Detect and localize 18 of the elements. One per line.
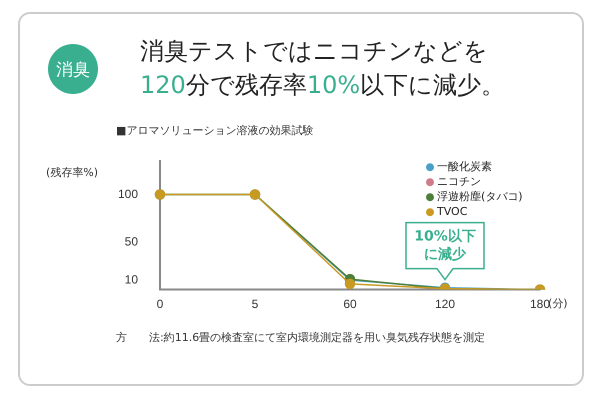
x-tick-label: 180 [530,297,550,312]
y-tick-label: 10 [124,272,138,286]
x-tick-label: 120 [434,297,456,312]
legend-label: 一酸化炭素 [437,160,492,174]
y-tick-label: 100 [118,186,138,201]
text: 消臭 [48,44,98,94]
text: 方 法:約11.6畳の検査室にて室内環境測定器を用い臭気残存状態を測定 [116,330,486,345]
chart-title: 消臭テストではニコチンなどを 120分で残存率10%以下に減少。 [140,37,506,99]
x-tick-label: 5 [252,297,259,312]
legend-label: 浮遊粉塵(タバコ) [437,190,523,204]
chart-subtitle: ■アロマソリューション溶液の効果試験 [116,123,314,138]
x-tick-label: 0 [156,297,164,312]
legend-label: ニコチン [437,175,481,188]
y-tick-label: 50 [124,234,138,248]
y-axis-title: (残存率%) [46,166,98,180]
legend-label: TVOC [436,205,468,218]
x-tick-label: 60 [343,297,357,312]
annotation: 10%以下に減少 [414,228,476,262]
